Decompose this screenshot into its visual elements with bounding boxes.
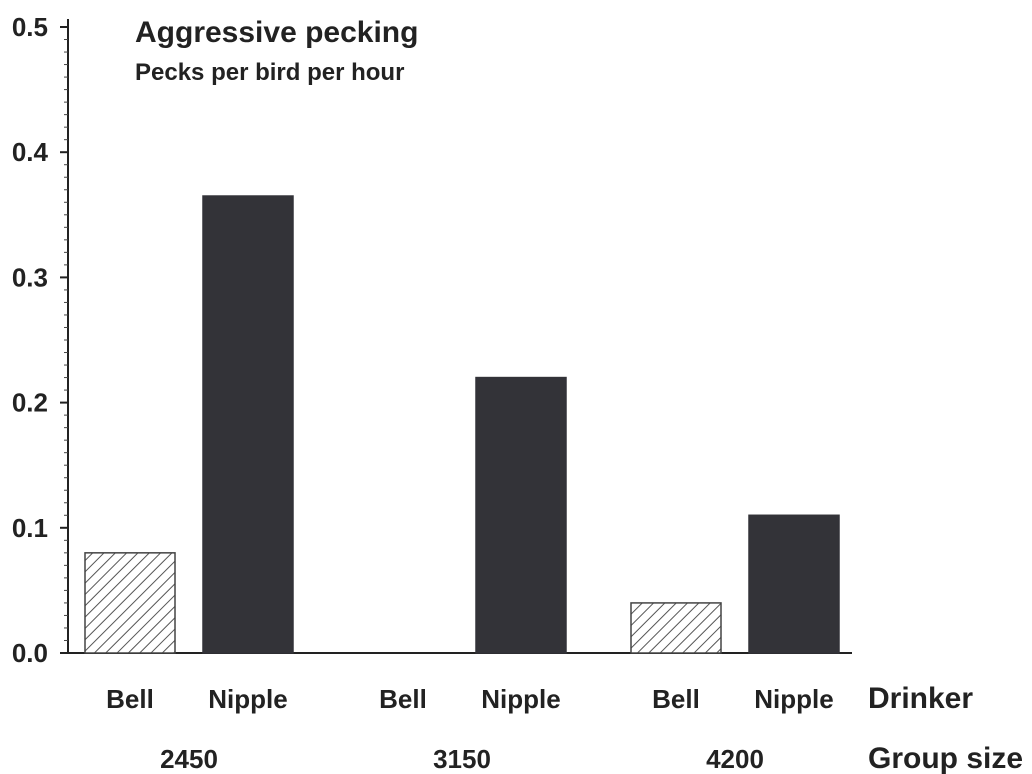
group-size-label: 4200	[706, 744, 764, 774]
drinker-label: Bell	[652, 684, 700, 714]
drinker-label: Bell	[106, 684, 154, 714]
y-tick-label: 0.1	[12, 513, 48, 543]
drinker-label: Nipple	[208, 684, 287, 714]
drinker-caption: Drinker	[868, 682, 973, 715]
drinker-label: Nipple	[754, 684, 833, 714]
bar-3150-nipple	[475, 376, 567, 654]
y-tick-label: 0.4	[12, 137, 49, 167]
bar-2450-bell	[84, 552, 176, 654]
y-tick-label: 0.3	[12, 262, 48, 292]
drinker-label: Nipple	[481, 684, 560, 714]
chart-subtitle: Pecks per bird per hour	[135, 59, 404, 86]
y-axis: 0.0 0.1 0.2 0.3 0.4 0.5	[12, 12, 852, 668]
bar-4200-bell	[630, 602, 722, 654]
bar-2450-nipple	[202, 195, 294, 654]
y-tick-label: 0.0	[12, 638, 48, 668]
bars	[84, 195, 840, 654]
group-size-label: 2450	[160, 744, 218, 774]
chart-title: Aggressive pecking	[135, 16, 418, 49]
y-tick-label: 0.5	[12, 12, 48, 42]
group-size-label: 3150	[433, 744, 491, 774]
bar-4200-nipple	[748, 514, 840, 654]
y-tick-label: 0.2	[12, 388, 48, 418]
group-size-caption: Group size	[868, 742, 1023, 774]
drinker-label: Bell	[379, 684, 427, 714]
